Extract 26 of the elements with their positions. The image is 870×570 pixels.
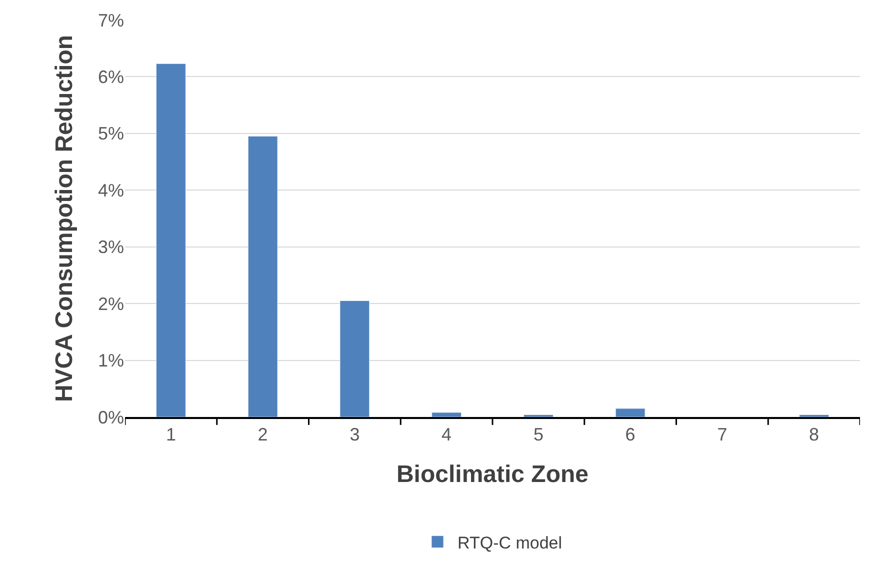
bar [248, 136, 278, 417]
y-axis-title: HVCA Consumpotion Reduction [51, 34, 78, 402]
x-tick-label: 1 [166, 424, 176, 444]
x-tick-label: 2 [258, 424, 268, 444]
bar [523, 414, 554, 417]
y-tick-label: 4% [98, 180, 124, 200]
y-tick-label: 3% [98, 237, 124, 258]
x-tick-label: 7 [717, 424, 728, 444]
bar [340, 300, 370, 417]
bar [156, 63, 186, 417]
y-tick-label: 0% [98, 407, 124, 428]
x-tick-label: 6 [625, 424, 636, 444]
y-tick-label: 5% [98, 124, 124, 144]
x-axis-title: Bioclimatic Zone [396, 461, 589, 488]
y-tick-label: 6% [98, 67, 124, 88]
y-tick-label: 7% [98, 10, 124, 30]
y-tick-label: 2% [98, 294, 124, 314]
x-tick-label: 5 [533, 424, 544, 444]
bar [615, 408, 646, 417]
x-tick-label: 3 [350, 424, 360, 444]
bar [432, 412, 462, 417]
bar [799, 414, 830, 417]
legend-label: RTQ-C model [458, 533, 562, 552]
x-tick-label: 4 [442, 424, 452, 444]
x-tick-label: 8 [809, 424, 820, 444]
y-tick-label: 1% [98, 350, 124, 371]
